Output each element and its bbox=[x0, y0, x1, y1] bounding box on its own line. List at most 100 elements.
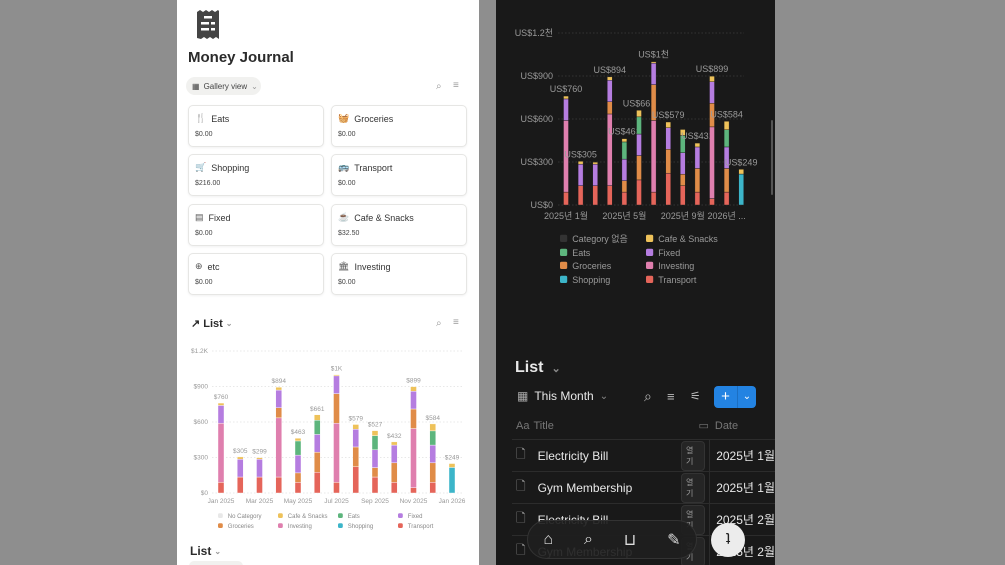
open-button[interactable]: 열기 bbox=[680, 440, 706, 471]
legend-swatch bbox=[278, 513, 283, 518]
bottom-list-header[interactable]: List ⌄ bbox=[190, 544, 221, 558]
filter-icon[interactable]: ≡ bbox=[453, 317, 459, 328]
add-icon[interactable]: + bbox=[714, 386, 738, 408]
legend-swatch bbox=[338, 523, 343, 528]
bar-total-label: $305 bbox=[233, 448, 248, 455]
open-button[interactable]: 열기 bbox=[680, 472, 706, 503]
row-title[interactable]: Gym Membership bbox=[537, 480, 633, 495]
bar-segment-cafe-snacks bbox=[563, 95, 569, 100]
scrollbar[interactable] bbox=[771, 120, 773, 195]
list-section-header[interactable]: ↗ List ⌄ bbox=[191, 317, 232, 331]
bar-segment-eats bbox=[621, 141, 628, 160]
bar-segment-groceries bbox=[410, 408, 417, 429]
bar-segment-cafe-snacks bbox=[256, 457, 263, 460]
view-tab[interactable] bbox=[189, 561, 243, 565]
chevron-down-icon: ⌄ bbox=[214, 546, 222, 556]
x-tick-label: Jan 2025 bbox=[208, 498, 235, 505]
legend-label: No Category bbox=[228, 514, 262, 520]
inbox-icon[interactable]: ⊔ bbox=[623, 531, 637, 549]
gallery-icon: ▦ bbox=[192, 81, 200, 91]
bar-segment-cafe-snacks bbox=[680, 129, 686, 136]
list-label: List bbox=[515, 359, 544, 376]
bar-segment-transport bbox=[410, 487, 417, 494]
list-header[interactable]: List ⌄ bbox=[515, 359, 561, 377]
card-name: ☕ Cafe & Snacks bbox=[338, 212, 414, 223]
card-label: etc bbox=[207, 261, 220, 272]
bar-segment-groceries bbox=[333, 393, 340, 424]
bar-segment-groceries bbox=[680, 173, 686, 186]
category-card[interactable]: 🧺 Groceries $0.00 bbox=[331, 105, 467, 147]
category-card[interactable]: 🏛 Investing $0.00 bbox=[331, 253, 467, 295]
ai-assistant-button[interactable]: ʇ bbox=[711, 523, 745, 557]
table-row[interactable]: 🗋 Electricity Bill 열기 2025년 1월 bbox=[512, 439, 775, 472]
dark-app-panel: US$0 US$300 US$600 US$900 US$1.2천 US$760 2025년… bbox=[496, 0, 775, 565]
bar-segment-transport bbox=[352, 466, 359, 494]
category-card[interactable]: ☕ Cafe & Snacks $32.50 bbox=[331, 204, 467, 246]
x-tick-label: Nov 2025 bbox=[400, 498, 428, 505]
legend-swatch bbox=[560, 261, 568, 269]
compose-icon[interactable]: ✎ bbox=[667, 531, 681, 549]
bar-segment-investing bbox=[607, 113, 613, 186]
search-icon[interactable]: ⌕ bbox=[436, 318, 442, 329]
category-card[interactable]: ⊕ etc $0.00 bbox=[188, 253, 324, 295]
home-icon[interactable]: ⌂ bbox=[543, 530, 554, 548]
category-card[interactable]: ▤ Fixed $0.00 bbox=[188, 204, 324, 246]
bar-segment-cafe-snacks bbox=[217, 402, 225, 406]
legend-swatch bbox=[278, 523, 283, 528]
bar-total-label: $463 bbox=[291, 429, 306, 436]
legend-label: Fixed bbox=[658, 248, 680, 258]
search-icon[interactable]: ⌕ bbox=[436, 81, 442, 92]
row-title[interactable]: Electricity Bill bbox=[537, 448, 609, 463]
list-label: List bbox=[190, 544, 212, 558]
bar-segment-cafe-snacks bbox=[275, 387, 282, 391]
spending-chart-dark: US$0 US$300 US$600 US$900 US$1.2천 US$760 2025년… bbox=[515, 28, 758, 285]
date-column-header[interactable]: Date bbox=[714, 419, 739, 432]
bar-segment-investing bbox=[650, 120, 657, 193]
filter-icon[interactable]: ≡ bbox=[453, 80, 459, 91]
chevron-down-icon[interactable]: ⌄ bbox=[742, 391, 752, 402]
view-selector[interactable]: ▦ This Month ⌄ bbox=[517, 389, 608, 403]
table-row[interactable]: 🗋 Gym Membership 열기 2025년 1월 bbox=[512, 471, 775, 504]
bar-segment-fixed bbox=[314, 434, 321, 453]
y-tick-label: US$900 bbox=[520, 71, 553, 81]
bar-segment-transport bbox=[217, 482, 225, 494]
page-icon: 🗋 bbox=[516, 447, 526, 461]
bar-segment-transport bbox=[665, 172, 671, 206]
bar-segment-transport bbox=[709, 198, 715, 206]
card-label: Fixed bbox=[208, 212, 231, 223]
page-icon: 🗋 bbox=[516, 543, 526, 557]
category-card[interactable]: 🚌 Transport $0.00 bbox=[331, 154, 467, 196]
bar-segment-groceries bbox=[621, 180, 628, 193]
bar-segment-cafe-snacks bbox=[636, 110, 642, 118]
bar-segment-transport bbox=[429, 482, 436, 494]
title-column-header[interactable]: Title bbox=[533, 419, 554, 432]
gallery-view-tab[interactable]: ▦ Gallery view ⌄ bbox=[186, 77, 261, 95]
legend-label: Investing bbox=[658, 261, 694, 271]
spending-chart-light: $0 $300 $600 $900 $1.2K $760 Jan 2025 $305 $299 M… bbox=[191, 348, 466, 530]
bar-segment-eats bbox=[636, 116, 642, 135]
bar-segment-cafe-snacks bbox=[391, 441, 398, 446]
category-card[interactable]: 🛒 Shopping $216.00 bbox=[188, 154, 324, 196]
bar-segment-groceries bbox=[352, 446, 359, 467]
y-tick-label: US$600 bbox=[520, 114, 553, 124]
bar-segment-transport bbox=[680, 185, 686, 206]
bar-segment-eats bbox=[314, 420, 321, 435]
search-icon[interactable]: ⌕ bbox=[583, 530, 593, 548]
bar-segment-cafe-snacks bbox=[237, 456, 244, 460]
y-tick-label: $1.2K bbox=[191, 348, 209, 355]
bar-segment-groceries bbox=[294, 472, 302, 483]
bar-segment-investing bbox=[217, 422, 225, 483]
bar-total-label: $579 bbox=[349, 415, 364, 422]
legend-label: Fixed bbox=[408, 514, 423, 520]
bank-icon: 🏛 bbox=[338, 261, 350, 271]
arrow-icon: ↗ bbox=[191, 318, 201, 330]
bar-segment-shopping bbox=[738, 173, 744, 206]
legend-label: Groceries bbox=[228, 524, 254, 530]
settings-sliders-icon[interactable]: ⚟ bbox=[690, 389, 701, 403]
filter-icon[interactable]: ≡ bbox=[667, 389, 675, 404]
bar-segment-groceries bbox=[607, 101, 613, 115]
category-card[interactable]: 🍴 Eats $0.00 bbox=[188, 105, 324, 147]
bar-segment-transport bbox=[577, 185, 584, 206]
search-icon[interactable]: ⌕ bbox=[644, 388, 652, 404]
view-label: This Month bbox=[534, 389, 594, 403]
